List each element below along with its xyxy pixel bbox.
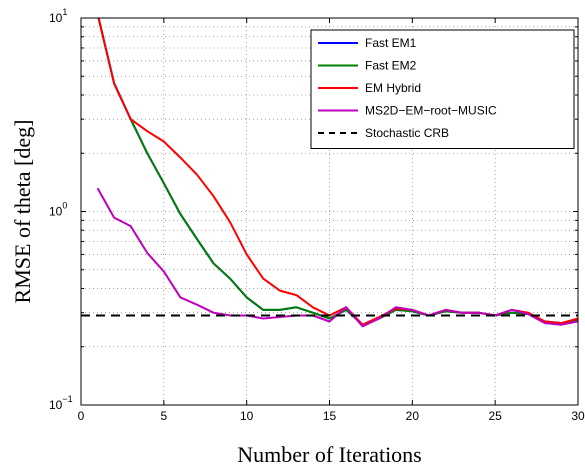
legend-box (310, 29, 575, 149)
y-axis-label: RMSE of theta [deg] (10, 120, 35, 304)
legend-label-4: Stochastic CRB (365, 126, 449, 140)
y-tick-label: 10−1 (49, 394, 73, 412)
x-tick-label: 20 (406, 409, 420, 423)
x-tick-label: 25 (488, 409, 502, 423)
x-axis-label: Number of Iterations (237, 442, 422, 467)
x-tick-label: 10 (240, 409, 254, 423)
x-tick-label: 0 (78, 409, 85, 423)
series-line-3 (96, 187, 578, 328)
y-tick-base: 10 (49, 398, 63, 412)
legend-label-0: Fast EM1 (365, 36, 417, 50)
y-tick-base: 10 (49, 11, 63, 25)
legend-label-1: Fast EM2 (365, 59, 417, 73)
y-tick-label: 100 (49, 201, 67, 219)
y-tick-exponent: 0 (62, 201, 67, 211)
x-tick-label: 15 (323, 409, 337, 423)
legend-label-3: MS2D−EM−root−MUSIC (365, 104, 497, 118)
series-lines (81, 18, 578, 328)
y-tick-base: 10 (49, 205, 63, 219)
y-tick-exponent: −1 (62, 394, 72, 404)
x-tick-label: 5 (160, 409, 167, 423)
y-tick-exponent: 1 (62, 7, 67, 17)
axis-ticks (80, 18, 579, 406)
legend: Fast EM1 Fast EM2 EM Hybrid MS2D−EM−root−MU… (310, 29, 575, 149)
legend-label-2: EM Hybrid (365, 81, 421, 95)
y-tick-label: 101 (49, 7, 67, 25)
x-tick-label: 30 (571, 409, 585, 423)
